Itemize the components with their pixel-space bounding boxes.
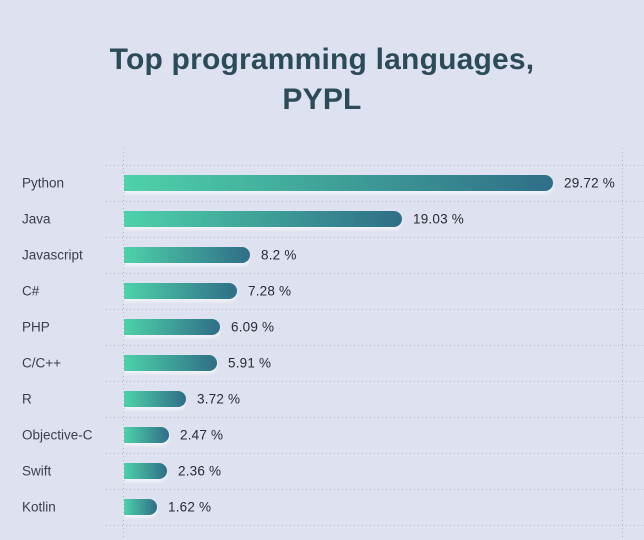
- bar: [124, 175, 553, 191]
- category-label: R: [22, 391, 32, 407]
- bar: [124, 499, 157, 515]
- value-label: 2.36 %: [178, 463, 222, 479]
- gridline-horizontal: [106, 345, 644, 346]
- chart-row: Objective-C 2.47 %: [0, 417, 644, 453]
- value-label: 2.47 %: [180, 427, 224, 443]
- gridline-vertical-left: [123, 148, 124, 540]
- value-label: 3.72 %: [197, 391, 241, 407]
- category-label: PHP: [22, 319, 50, 335]
- gridline-horizontal: [106, 237, 644, 238]
- value-label: 29.72 %: [564, 175, 615, 191]
- gridline-horizontal: [106, 453, 644, 454]
- category-label: Swift: [22, 463, 52, 479]
- bar: [124, 319, 220, 335]
- category-label: Objective-C: [22, 427, 93, 443]
- category-label: C#: [22, 283, 40, 299]
- gridline-horizontal-bottom: [106, 525, 644, 526]
- chart-row: C/C++ 5.91 %: [0, 345, 644, 381]
- chart-row: C# 7.28 %: [0, 273, 644, 309]
- gridline-horizontal: [106, 489, 644, 490]
- gridline-horizontal: [106, 273, 644, 274]
- chart-row: Javascript 8.2 %: [0, 237, 644, 273]
- value-label: 1.62 %: [168, 499, 212, 515]
- bar: [124, 427, 169, 443]
- category-label: C/C++: [22, 355, 62, 371]
- gridline-horizontal: [106, 165, 644, 166]
- value-label: 19.03 %: [413, 211, 464, 227]
- bar: [124, 211, 402, 227]
- gridline-vertical-right: [622, 148, 623, 540]
- value-label: 6.09 %: [231, 319, 275, 335]
- category-label: Java: [22, 211, 51, 227]
- bar: [124, 463, 167, 479]
- bar: [124, 247, 250, 263]
- value-label: 7.28 %: [248, 283, 292, 299]
- chart-row: Kotlin 1.62 %: [0, 489, 644, 525]
- chart-row: Java 19.03 %: [0, 201, 644, 237]
- gridline-horizontal: [106, 309, 644, 310]
- value-label: 8.2 %: [261, 247, 297, 263]
- plot-area: Python 29.72 % Java 19.03 % Javascript 8.2 % C…: [0, 165, 644, 525]
- bar: [124, 355, 217, 371]
- gridline-horizontal: [106, 381, 644, 382]
- chart-row: Swift 2.36 %: [0, 453, 644, 489]
- category-label: Kotlin: [22, 499, 56, 515]
- value-label: 5.91 %: [228, 355, 272, 371]
- category-label: Python: [22, 175, 65, 191]
- chart-title: Top programming languages, PYPL: [109, 43, 535, 116]
- chart-row: PHP 6.09 %: [0, 309, 644, 345]
- bar: [124, 283, 237, 299]
- bar: [124, 391, 186, 407]
- gridline-horizontal: [106, 417, 644, 418]
- gridline-horizontal: [106, 201, 644, 202]
- chart-row: Python 29.72 %: [0, 165, 644, 201]
- category-label: Javascript: [22, 247, 83, 263]
- chart-row: R 3.72 %: [0, 381, 644, 417]
